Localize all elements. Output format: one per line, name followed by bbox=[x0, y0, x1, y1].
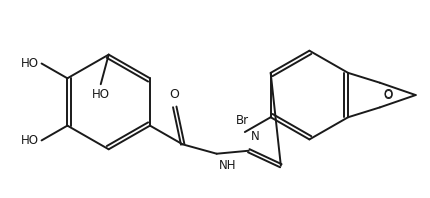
Text: O: O bbox=[383, 88, 392, 101]
Text: HO: HO bbox=[92, 88, 110, 101]
Text: O: O bbox=[169, 88, 179, 101]
Text: O: O bbox=[383, 89, 392, 102]
Text: N: N bbox=[251, 130, 259, 143]
Text: HO: HO bbox=[21, 134, 39, 147]
Text: HO: HO bbox=[21, 57, 39, 70]
Text: NH: NH bbox=[218, 159, 236, 172]
Text: Br: Br bbox=[237, 114, 249, 127]
